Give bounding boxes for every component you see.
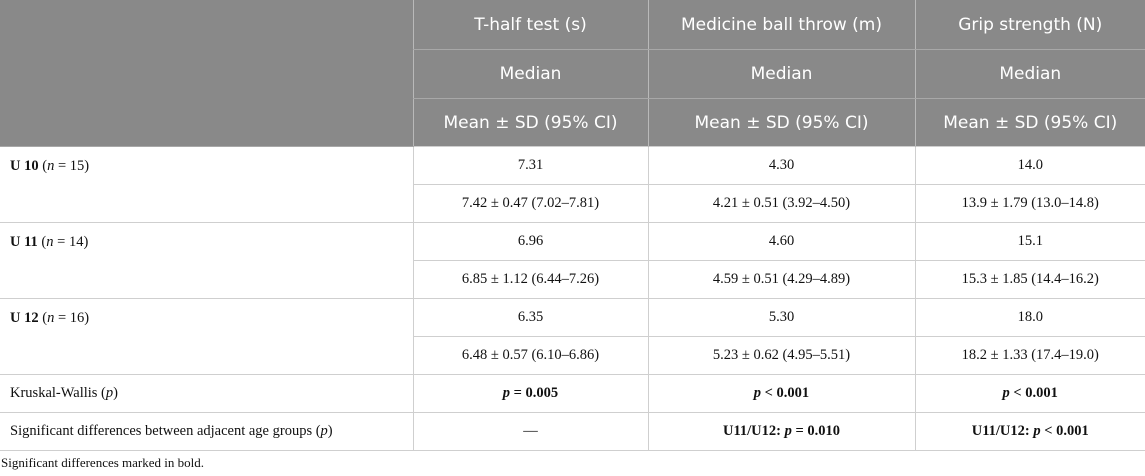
- median-cell: 6.96: [412, 222, 648, 261]
- median-cell: 14.0: [914, 146, 1145, 185]
- group-label-u12: U 12 (n = 16): [0, 298, 413, 375]
- significance-cell: U11/U12: p = 0.010: [647, 412, 915, 451]
- mean-sd-cell: 6.48 ± 0.57 (6.10–6.86): [412, 336, 648, 375]
- p-value-cell: p < 0.001: [914, 374, 1145, 413]
- significant-differences-label: Significant differences between adjacent…: [0, 412, 413, 451]
- table-row: 7.42 ± 0.47 (7.02–7.81) 4.21 ± 0.51 (3.9…: [0, 184, 1145, 223]
- median-cell: 15.1: [914, 222, 1145, 261]
- group-label-u10: U 10 (n = 15): [0, 146, 413, 223]
- median-cell: 5.30: [647, 298, 915, 337]
- mean-sd-cell: 6.85 ± 1.12 (6.44–7.26): [412, 260, 648, 299]
- mean-sd-cell: 18.2 ± 1.33 (17.4–19.0): [914, 336, 1145, 375]
- mean-sd-cell: 4.59 ± 0.51 (4.29–4.89): [647, 260, 915, 299]
- median-cell: 4.60: [647, 222, 915, 261]
- p-value-cell: p < 0.001: [647, 374, 915, 413]
- mean-sd-cell: 5.23 ± 0.62 (4.95–5.51): [647, 336, 915, 375]
- table-row: U 11 (n = 14) 6.96 4.60 15.1: [0, 222, 1145, 299]
- table-row: Significant differences between adjacent…: [0, 412, 1145, 451]
- column-header-grip-strength: Grip strength (N): [914, 0, 1145, 50]
- table-footnote: Significant differences marked in bold.: [1, 455, 205, 470]
- table-header: T-half test (s) Medicine ball throw (m) …: [0, 0, 1145, 147]
- mean-sd-cell: 13.9 ± 1.79 (13.0–14.8): [914, 184, 1145, 223]
- mean-sd-cell: 15.3 ± 1.85 (14.4–16.2): [914, 260, 1145, 299]
- subheader-median: Median: [412, 49, 648, 99]
- mean-sd-cell: 7.42 ± 0.47 (7.02–7.81): [412, 184, 648, 223]
- subheader-mean-sd: Mean ± SD (95% CI): [647, 98, 915, 147]
- kruskal-wallis-label: Kruskal-Wallis (p): [0, 374, 413, 413]
- subheader-median: Median: [647, 49, 915, 99]
- group-label-u11: U 11 (n = 14): [0, 222, 413, 299]
- median-cell: 6.35: [412, 298, 648, 337]
- subheader-mean-sd: Mean ± SD (95% CI): [412, 98, 648, 147]
- header-corner-cell: [0, 0, 413, 147]
- subheader-mean-sd: Mean ± SD (95% CI): [914, 98, 1145, 147]
- table-row: Kruskal-Wallis (p) p = 0.005 p < 0.001 p…: [0, 374, 1145, 413]
- table-row: 6.48 ± 0.57 (6.10–6.86) 5.23 ± 0.62 (4.9…: [0, 336, 1145, 375]
- table-body: U 10 (n = 15) 7.31 4.30 14.0 7.42 ± 0.47…: [0, 146, 1145, 451]
- p-value-cell: p = 0.005: [412, 374, 648, 413]
- significance-cell: —: [412, 412, 648, 451]
- median-cell: 4.30: [647, 146, 915, 185]
- median-cell: 18.0: [914, 298, 1145, 337]
- mean-sd-cell: 4.21 ± 0.51 (3.92–4.50): [647, 184, 915, 223]
- table-row: U 12 (n = 16) 6.35 5.30 18.0: [0, 298, 1145, 375]
- subheader-median: Median: [914, 49, 1145, 99]
- table-row: 6.85 ± 1.12 (6.44–7.26) 4.59 ± 0.51 (4.2…: [0, 260, 1145, 299]
- column-header-t-half: T-half test (s): [412, 0, 648, 50]
- table-row: U 10 (n = 15) 7.31 4.30 14.0: [0, 146, 1145, 223]
- median-cell: 7.31: [412, 146, 648, 185]
- results-table: T-half test (s) Medicine ball throw (m) …: [0, 0, 1145, 451]
- column-header-medicine-ball: Medicine ball throw (m): [647, 0, 915, 50]
- significance-cell: U11/U12: p < 0.001: [914, 412, 1145, 451]
